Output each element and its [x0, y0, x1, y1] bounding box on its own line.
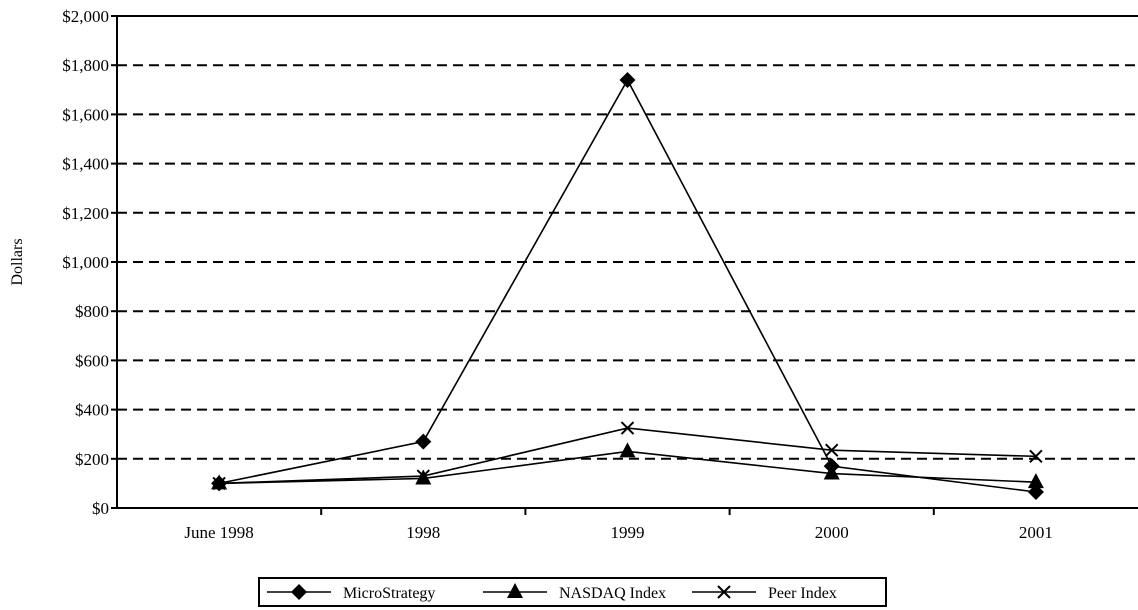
gridlines — [117, 64, 1138, 460]
series-lines — [211, 71, 1044, 501]
legend: MicroStrategy NASDAQ Index Peer Index — [258, 577, 887, 607]
y-tick-label: $800 — [75, 302, 109, 321]
x-tick-label: 1998 — [406, 523, 440, 542]
y-axis-title: Dollars — [9, 238, 26, 285]
y-axis-ticks: $0 $200 $400 $600 $800 $1,000 $1,200 $1,400 $1,6… — [62, 7, 117, 518]
y-tick-label: $1,400 — [62, 155, 109, 174]
legend-label: Peer Index — [768, 585, 837, 602]
legend-marker — [291, 584, 307, 600]
series-peer-index — [212, 421, 1043, 491]
legend-label: MicroStrategy — [343, 585, 435, 602]
data-point — [1027, 473, 1044, 489]
x-tick-label: June 1998 — [184, 523, 253, 542]
y-tick-label: $1,200 — [62, 204, 109, 223]
y-tick-label: $0 — [92, 499, 109, 518]
x-tick-label: 2000 — [815, 523, 849, 542]
series-nasdaq-index — [211, 442, 1044, 490]
series-microstrategy — [211, 71, 1044, 501]
y-tick-label: $400 — [75, 401, 109, 420]
y-tick-label: $600 — [75, 351, 109, 370]
legend-box — [258, 577, 887, 607]
data-point — [211, 474, 228, 490]
data-point — [415, 433, 432, 450]
data-point — [824, 443, 839, 457]
data-point — [212, 476, 226, 491]
data-point — [1029, 449, 1043, 464]
y-tick-label: $1,000 — [62, 253, 109, 272]
legend-marker — [717, 585, 731, 599]
x-tick-label: 1999 — [611, 523, 645, 542]
x-axis-ticks: June 1998 1998 1999 2000 2001 — [184, 508, 1053, 542]
data-point — [416, 469, 431, 483]
legend-label: NASDAQ Index — [559, 585, 666, 602]
data-point — [619, 71, 636, 88]
series-line — [218, 78, 1037, 493]
data-point — [619, 442, 636, 458]
legend-marker — [507, 583, 523, 598]
y-tick-label: $200 — [75, 450, 109, 469]
y-tick-label: $2,000 — [62, 7, 109, 26]
data-point — [620, 421, 635, 435]
data-point — [823, 464, 840, 480]
y-tick-label: $1,800 — [62, 56, 109, 75]
y-tick-label: $1,600 — [62, 105, 109, 124]
x-tick-label: 2001 — [1019, 523, 1053, 542]
